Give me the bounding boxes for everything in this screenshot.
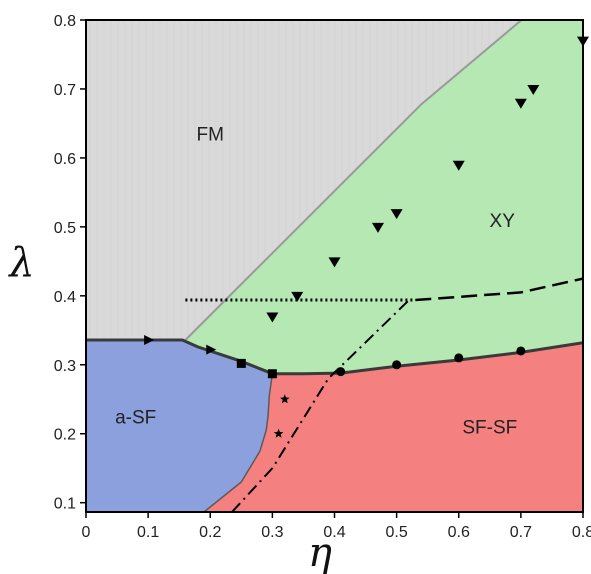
y-tick-label: 0.1 xyxy=(54,496,76,513)
region-label-xy: XY xyxy=(490,211,516,232)
region-label-sf-sf: SF-SF xyxy=(462,418,517,439)
marker-circle xyxy=(516,346,526,356)
marker-square xyxy=(267,369,277,379)
y-tick-label: 0.5 xyxy=(54,220,76,237)
x-tick-label: 0.7 xyxy=(510,524,532,541)
x-tick-label: 0.5 xyxy=(386,524,408,541)
x-tick-label: 0.4 xyxy=(323,524,345,541)
marker-star xyxy=(273,428,284,438)
marker-star xyxy=(280,394,290,404)
marker-square xyxy=(236,358,246,368)
boundary-sf-upper xyxy=(86,338,583,376)
marker-triangle-down xyxy=(452,160,465,171)
y-tick-label: 0.8 xyxy=(54,13,76,30)
x-tick-label: 0.2 xyxy=(199,524,221,541)
y-tick-label: 0.3 xyxy=(54,358,76,375)
marker-triangle-down xyxy=(390,209,403,220)
x-tick-label: 0.8 xyxy=(572,524,591,541)
y-axis-label: λ xyxy=(7,240,34,286)
region-fm xyxy=(86,20,583,340)
region-a-sf xyxy=(86,339,273,512)
marker-triangle-down xyxy=(527,84,540,95)
boundary-fm-xy xyxy=(184,20,524,341)
marker-triangle-down xyxy=(291,291,304,302)
x-tick-label: 0.1 xyxy=(137,524,159,541)
y-tick-label: 0.2 xyxy=(54,427,76,444)
x-tick-label: 0 xyxy=(82,524,91,541)
reference-line-dashed xyxy=(415,277,583,302)
marker-triangle-down xyxy=(266,312,279,323)
region-label-fm: FM xyxy=(197,125,224,146)
marker-triangle-right xyxy=(144,334,155,345)
marker-triangle-right xyxy=(206,344,217,355)
marker-circle xyxy=(392,360,402,370)
marker-triangle-down xyxy=(514,98,527,109)
x-axis-label: η xyxy=(308,530,332,574)
marker-triangle-down xyxy=(371,222,384,233)
y-tick-label: 0.7 xyxy=(54,82,76,99)
region-sf-sf xyxy=(204,342,583,512)
marker-triangle-down xyxy=(328,257,341,268)
marker-circle xyxy=(454,353,464,363)
region-label-a-sf: a-SF xyxy=(115,407,156,428)
region-xy xyxy=(182,20,583,374)
marker-circle xyxy=(336,367,346,377)
x-tick-label: 0.3 xyxy=(261,524,283,541)
y-tick-label: 0.6 xyxy=(54,151,76,168)
y-tick-label: 0.4 xyxy=(54,289,76,306)
x-tick-label: 0.6 xyxy=(448,524,470,541)
reference-line-dash-dot xyxy=(231,299,410,512)
boundary-a-sf-sf-sf xyxy=(203,373,274,512)
